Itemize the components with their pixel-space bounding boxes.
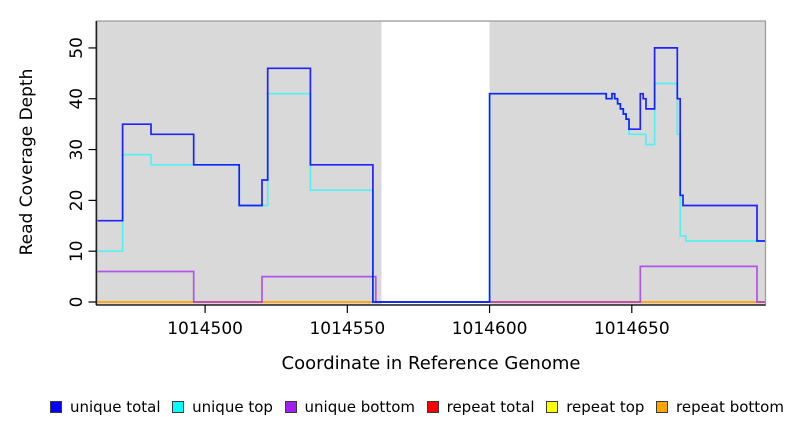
legend-label-repeat-bottom: repeat bottom [676, 398, 784, 416]
series-unique-bottom [97, 265, 766, 303]
y-tick-label: 30 [67, 139, 87, 161]
x-tick-label: 1014600 [452, 319, 528, 339]
legend-label-unique-total: unique total [70, 398, 161, 416]
y-tick-label: 40 [67, 88, 87, 110]
legend-label-unique-bottom: unique bottom [304, 398, 415, 416]
y-tick-label: 0 [67, 297, 87, 308]
legend-item-unique-total: unique total [50, 398, 161, 416]
y-axis-label: Read Coverage Depth [17, 68, 37, 256]
legend-item-unique-top: unique top [172, 398, 273, 416]
legend-swatch-repeat-total [426, 401, 439, 413]
legend-item-repeat-total: repeat total [426, 398, 535, 416]
y-tick-label: 50 [67, 37, 87, 59]
x-tick-label: 1014500 [167, 319, 243, 339]
legend: unique total unique top unique bottom re… [50, 398, 784, 416]
legend-swatch-unique-total [50, 401, 62, 413]
legend-label-repeat-total: repeat total [446, 398, 535, 416]
legend-item-repeat-bottom: repeat bottom [656, 398, 784, 416]
legend-label-unique-top: unique top [192, 398, 273, 416]
legend-swatch-repeat-bottom [656, 401, 669, 413]
y-tick-label: 10 [67, 240, 87, 262]
legend-label-repeat-top: repeat top [566, 398, 645, 416]
legend-swatch-unique-top [172, 401, 185, 413]
x-tick-label: 1014650 [594, 319, 670, 339]
legend-item-unique-bottom: unique bottom [284, 398, 415, 416]
x-tick-label: 1014550 [309, 319, 385, 339]
no-data-gap-region [381, 21, 490, 305]
legend-swatch-repeat-top [546, 401, 559, 413]
legend-item-repeat-top: repeat top [546, 398, 644, 416]
y-tick-label: 20 [67, 190, 87, 212]
series-unique-total [97, 47, 766, 303]
legend-swatch-unique-bottom [284, 401, 297, 413]
x-axis-label: Coordinate in Reference Genome [281, 353, 581, 374]
